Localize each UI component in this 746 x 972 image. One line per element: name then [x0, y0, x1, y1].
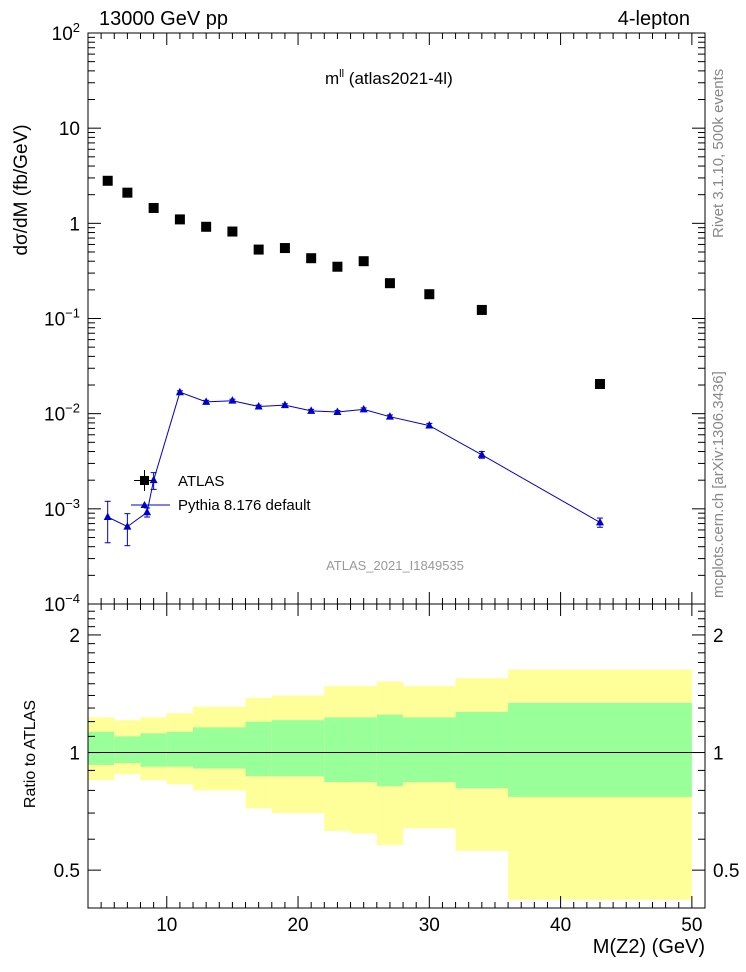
atlas-data-point [476, 304, 487, 315]
pythia-data-point [307, 406, 316, 414]
main-y-tick-exponent: −3 [65, 496, 80, 511]
legend-data-label: ATLAS [178, 473, 224, 490]
x-tick-label: 30 [419, 915, 440, 936]
pythia-data-point [103, 512, 112, 521]
main-y-tick-exponent: −2 [65, 401, 80, 416]
plot-title-main: m [325, 69, 339, 88]
pythia-data-point [228, 396, 237, 404]
ratio-inner-band [350, 717, 377, 783]
atlas-data-point [227, 226, 238, 237]
rivet-version-label: Rivet 3.1.10, 500k events [710, 69, 727, 238]
atlas-data-point [358, 256, 369, 267]
plot-title-sup: ll [339, 68, 344, 80]
main-y-tick-base: 10 [52, 24, 73, 45]
legend-mc-label: Pythia 8.176 default [178, 497, 311, 514]
legend: ATLAS Pythia 8.176 default [131, 470, 311, 514]
main-y-tick-exponent: −1 [65, 306, 80, 321]
main-y-tick-label: 10−1 [44, 306, 80, 331]
mcplots-reference-label: mcplots.cern.ch [arXiv:1306.3436] [710, 371, 727, 598]
atlas-data-point [332, 261, 343, 272]
x-axis-label: M(Z2) (GeV) [593, 936, 705, 958]
main-y-tick-base: 10 [44, 405, 65, 426]
pythia-data-point [280, 400, 289, 409]
pythia-data-point [175, 387, 184, 396]
main-plot-series [102, 175, 605, 547]
ratio-plot-frame [87, 603, 706, 909]
ratio-inner-band [114, 736, 141, 764]
pythia-data-point [477, 450, 486, 458]
main-plot-frame [87, 32, 706, 605]
ratio-plot-ticks: 10 20 30 40 50 2 2 1 1 0.5 0.5 [54, 603, 739, 936]
atlas-data-point [122, 187, 133, 198]
plot-title-suffix: (atlas2021-4l) [344, 69, 453, 88]
ratio-inner-band [376, 714, 404, 787]
main-y-tick-exponent: −4 [65, 591, 80, 606]
pythia-data-point [333, 407, 342, 416]
atlas-data-point [306, 253, 317, 264]
x-tick-label: 50 [681, 915, 702, 936]
main-y-tick-label: 10−4 [44, 591, 80, 616]
atlas-data-point [253, 244, 264, 255]
atlas-data-point [102, 175, 113, 186]
pythia-data-point [143, 507, 152, 516]
pythia-data-point [202, 397, 211, 405]
atlas-data-point [384, 278, 395, 289]
ratio-inner-band [508, 702, 692, 797]
ratio-y-tick-label: 2 [69, 626, 80, 647]
ratio-y-tick-label: 0.5 [54, 861, 80, 882]
ratio-inner-band [193, 727, 246, 769]
x-tick-label: 40 [550, 915, 571, 936]
ratio-inner-band [324, 717, 351, 783]
legend-mc-marker [140, 501, 149, 508]
atlas-data-point [201, 221, 212, 232]
atlas-data-point [594, 378, 605, 389]
ratio-inner-band [88, 731, 115, 765]
ratio-inner-band [455, 711, 509, 789]
ratio-inner-band [403, 717, 456, 783]
main-y-tick-label: 10 [59, 119, 80, 140]
ratio-inner-band [140, 733, 167, 767]
ratio-y-tick-label-right: 2 [713, 626, 724, 647]
main-y-tick-label: 10−3 [44, 496, 80, 521]
header-left-label: 13000 GeV pp [99, 8, 228, 30]
ratio-inner-band [271, 720, 325, 777]
pythia-data-point [425, 421, 434, 429]
main-y-axis-label: dσ/dM (fb/GeV) [11, 124, 32, 255]
plot-title: mll (atlas2021-4l) [325, 68, 453, 88]
ratio-y-tick-label-right: 1 [713, 744, 724, 765]
main-y-tick-label: 102 [52, 20, 80, 45]
pythia-line [107, 391, 601, 528]
ratio-uncertainty-bands [88, 669, 692, 900]
atlas-data-point [279, 243, 290, 254]
header-right-label: 4-lepton [618, 8, 690, 30]
analysis-label: ATLAS_2021_I1849535 [326, 558, 464, 573]
ratio-y-tick-label: 1 [69, 744, 80, 765]
main-y-tick-exponent: 2 [73, 20, 80, 35]
pythia-data-point [595, 517, 604, 526]
x-tick-label: 10 [156, 915, 177, 936]
x-tick-label: 20 [287, 915, 308, 936]
pythia-data-point [123, 522, 132, 530]
ratio-inner-band [245, 721, 272, 777]
main-y-tick-base: 10 [44, 595, 65, 616]
atlas-data-point [424, 289, 435, 300]
ratio-y-axis-label: Ratio to ATLAS [22, 700, 39, 808]
atlas-data-point [174, 214, 185, 225]
pythia-data-point [254, 401, 263, 410]
main-y-tick-label: 1 [69, 214, 80, 235]
pythia-data-point [385, 412, 394, 420]
atlas-data-point [148, 202, 159, 213]
ratio-inner-band [166, 731, 194, 767]
ratio-y-tick-label-right: 0.5 [713, 861, 739, 882]
main-y-tick-base: 10 [44, 310, 65, 331]
pythia-data-point [359, 404, 368, 413]
main-y-tick-base: 10 [44, 500, 65, 521]
pythia-data-point [149, 475, 158, 484]
main-y-tick-label: 10−2 [44, 401, 80, 426]
